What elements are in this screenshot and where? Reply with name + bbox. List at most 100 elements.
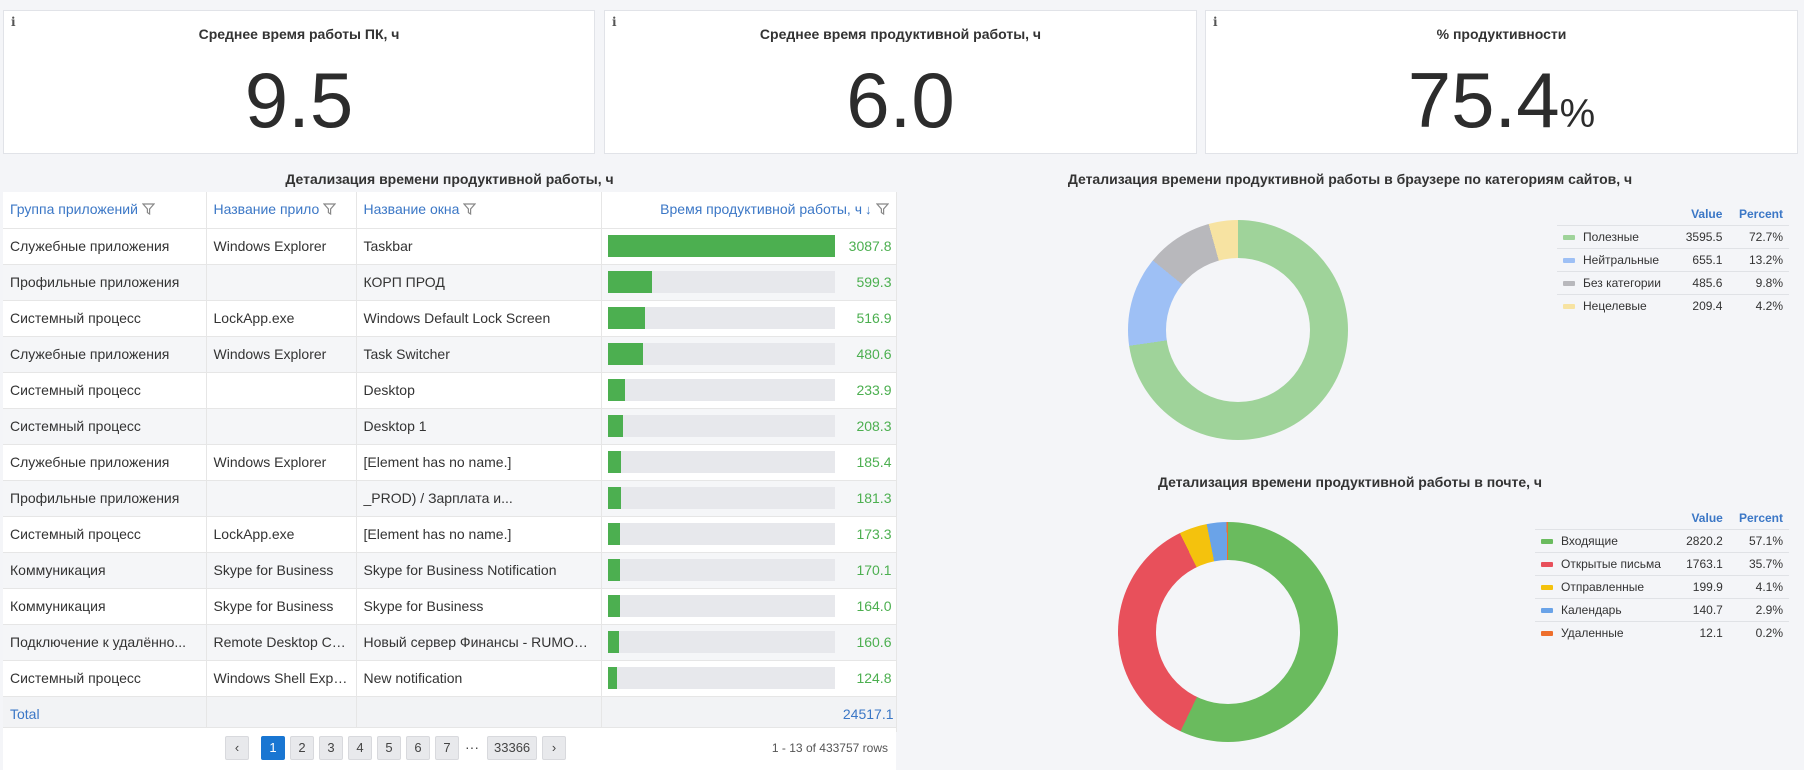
- value-bar: [607, 235, 835, 257]
- legend-item-name: Нейтральные: [1583, 252, 1660, 267]
- legend-row[interactable]: Удаленные 12.1 0.2%: [1535, 620, 1789, 644]
- cell-app: Remote Desktop Co...: [206, 623, 357, 660]
- value-bar: [607, 559, 620, 581]
- legend-label: Входящие: [1535, 528, 1677, 552]
- kpi-card-productive-time: i Среднее время продуктивной работы, ч 6…: [604, 10, 1197, 154]
- browser-chart-title: Детализация времени продуктивной работы …: [1067, 171, 1633, 187]
- legend-row[interactable]: Календарь 140.7 2.9%: [1535, 597, 1789, 621]
- filter-icon[interactable]: [141, 202, 156, 218]
- page-button-1[interactable]: 1: [261, 736, 285, 760]
- kpi-number: 75.4: [1407, 56, 1560, 144]
- cell-app: LockApp.exe: [206, 299, 357, 336]
- legend-row[interactable]: Без категории 485.6 9.8%: [1557, 270, 1789, 294]
- cell-app: Windows Explorer: [206, 335, 357, 372]
- legend-item-name: Отправленные: [1561, 579, 1645, 594]
- info-icon[interactable]: i: [1213, 15, 1218, 29]
- table-row[interactable]: Профильные приложения КОРП ПРОД 599.3: [3, 263, 897, 300]
- rows-info: 1 - 13 of 433757 rows: [771, 741, 888, 755]
- legend-row[interactable]: Полезные 3595.5 72.7%: [1557, 224, 1789, 248]
- table-row[interactable]: Служебные приложения Windows Explorer Task…: [3, 335, 897, 372]
- column-header-group[interactable]: Группа приложений: [3, 192, 207, 228]
- cell-window: Windows Default Lock Screen: [356, 299, 602, 336]
- value-label: 173.3: [856, 526, 892, 542]
- info-icon[interactable]: i: [612, 15, 617, 29]
- cell-group: Системный процесс: [3, 515, 207, 552]
- pagination: ‹ 1 2 3 4 5 6 7 ··· 33366 › 1 - 13 of 43…: [3, 727, 896, 770]
- legend-row[interactable]: Входящие 2820.2 57.1%: [1535, 528, 1789, 552]
- page-button-4[interactable]: 4: [348, 736, 372, 760]
- total-empty-cell: [206, 695, 357, 732]
- cell-group: Коммуникация: [3, 587, 207, 624]
- legend-row[interactable]: Нейтральные 655.1 13.2%: [1557, 247, 1789, 271]
- table-row[interactable]: Коммуникация Skype for Business Skype for …: [3, 551, 897, 588]
- column-header-app[interactable]: Название прило: [206, 192, 357, 228]
- legend-item-name: Удаленные: [1561, 625, 1624, 640]
- cell-group: Служебные приложения: [3, 443, 207, 480]
- page-button-6[interactable]: 6: [406, 736, 430, 760]
- legend-swatch: [1541, 607, 1553, 613]
- value-label: 516.9: [856, 310, 892, 326]
- table-row[interactable]: Коммуникация Skype for Business Skype for …: [3, 587, 897, 624]
- legend-row[interactable]: Нецелевые 209.4 4.2%: [1557, 293, 1789, 317]
- page-button-7[interactable]: 7: [435, 736, 459, 760]
- prev-page-button[interactable]: ‹: [225, 736, 249, 760]
- pagination-ellipsis: ···: [465, 739, 479, 755]
- legend-percent: 4.1%: [1728, 574, 1789, 598]
- table-row[interactable]: Системный процесс LockApp.exe Windows Defa…: [3, 299, 897, 336]
- table-row[interactable]: Системный процесс LockApp.exe [Element has…: [3, 515, 897, 552]
- column-header-time[interactable]: Время продуктивной работы, ч ↓: [601, 192, 897, 228]
- page-button-2[interactable]: 2: [290, 736, 314, 760]
- last-page-button[interactable]: 33366: [487, 736, 538, 760]
- table-row[interactable]: Системный процесс Desktop 1 208.3: [3, 407, 897, 444]
- legend-swatch: [1541, 538, 1553, 544]
- cell-window: [Element has no name.]: [356, 515, 602, 552]
- cell-window: Taskbar: [356, 227, 602, 264]
- legend-value-header: Value: [1691, 206, 1723, 221]
- cell-group: Системный процесс: [3, 371, 207, 408]
- filter-icon[interactable]: [322, 202, 337, 218]
- value-label: 124.8: [856, 670, 892, 686]
- cell-app: Skype for Business: [206, 587, 357, 624]
- info-icon[interactable]: i: [11, 15, 16, 29]
- value-bar: [607, 595, 620, 617]
- kpi-unit: %: [1559, 92, 1596, 136]
- cell-time: 3087.8: [601, 227, 897, 264]
- table-row[interactable]: Профильные приложения _PROD) / Зарплата и…: [3, 479, 897, 516]
- cell-window: Task Switcher: [356, 335, 602, 372]
- value-label: 480.6: [856, 346, 892, 362]
- value-bar: [607, 307, 646, 329]
- legend-row[interactable]: Открытые письма 1763.1 35.7%: [1535, 551, 1789, 575]
- filter-icon[interactable]: [875, 202, 889, 218]
- legend-row[interactable]: Отправленные 199.9 4.1%: [1535, 574, 1789, 598]
- legend-value: 209.4: [1675, 293, 1729, 317]
- browser-legend: Value Percent Полезные 3595.5 72.7% Нейтраль…: [1557, 203, 1789, 317]
- cell-group: Системный процесс: [3, 407, 207, 444]
- legend-percent: 35.7%: [1728, 551, 1789, 575]
- value-bar-track: [607, 451, 835, 473]
- legend-swatch: [1563, 280, 1575, 286]
- value-bar: [607, 343, 643, 365]
- page-button-3[interactable]: 3: [319, 736, 343, 760]
- cell-app: Windows Explorer: [206, 443, 357, 480]
- value-bar: [607, 667, 617, 689]
- legend-percent: 9.8%: [1728, 270, 1789, 294]
- table-row[interactable]: Системный процесс Desktop 233.9: [3, 371, 897, 408]
- table-row[interactable]: Служебные приложения Windows Explorer Task…: [3, 227, 897, 264]
- next-page-button[interactable]: ›: [542, 736, 566, 760]
- column-header-window[interactable]: Название окна: [356, 192, 602, 228]
- productive-time-grid: Группа приложений Название прило Названи…: [3, 192, 897, 732]
- sort-desc-icon[interactable]: ↓: [865, 202, 872, 218]
- value-bar-track: [607, 379, 835, 401]
- legend-label: Открытые письма: [1535, 551, 1677, 575]
- page-button-5[interactable]: 5: [377, 736, 401, 760]
- legend-value: 3595.5: [1675, 224, 1729, 248]
- value-label: 160.6: [856, 634, 892, 650]
- table-row[interactable]: Служебные приложения Windows Explorer [Ele…: [3, 443, 897, 480]
- cell-window: New notification: [356, 659, 602, 696]
- legend-value: 12.1: [1676, 620, 1729, 644]
- filter-icon[interactable]: [463, 202, 477, 218]
- table-row[interactable]: Подключение к удалённо... Remote Desktop …: [3, 623, 897, 660]
- cell-time: 170.1: [601, 551, 897, 588]
- table-row[interactable]: Системный процесс Windows Shell Expe... Ne…: [3, 659, 897, 696]
- cell-time: 164.0: [601, 587, 897, 624]
